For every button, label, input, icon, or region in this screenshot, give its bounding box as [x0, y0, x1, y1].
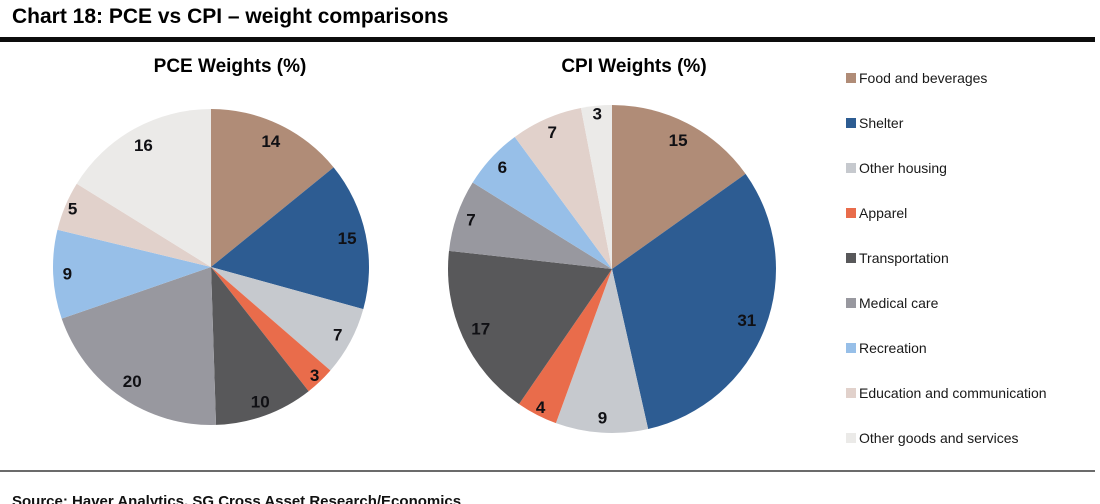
legend-label: Transportation — [859, 250, 949, 266]
legend-swatch-icon — [846, 343, 856, 353]
slice-value-label: 15 — [338, 229, 357, 248]
pce-pie-title: PCE Weights (%) — [153, 56, 307, 77]
pie-slice-other-housing — [211, 267, 364, 371]
slice-value-label: 15 — [669, 131, 688, 150]
pie-slice-apparel — [211, 267, 331, 392]
pie-slice-education-and-communication — [57, 183, 212, 267]
pie-slice-apparel — [519, 269, 612, 424]
legend-label: Medical care — [859, 295, 939, 311]
legend-label: Food and beverages — [859, 70, 988, 86]
legend-label: Other goods and services — [859, 430, 1019, 446]
pie-slice-medical-care — [449, 182, 612, 269]
cpi-pie-chart: 15 31 9 4 17 7 6 7 3 — [447, 104, 776, 433]
pie-slice-transportation — [447, 250, 612, 405]
legend-item: Other housing — [846, 158, 1047, 178]
legend-label: Shelter — [859, 115, 904, 131]
pie-slice-other-goods-and-services — [580, 105, 612, 269]
legend-item: Transportation — [846, 248, 1047, 268]
slice-value-label: 17 — [471, 320, 490, 339]
slice-value-label: 20 — [123, 372, 142, 391]
slice-value-label: 16 — [134, 136, 153, 155]
legend-swatch-icon — [846, 298, 856, 308]
slice-value-label: 31 — [737, 311, 756, 330]
footer-divider — [0, 470, 1095, 472]
pie-slice-shelter — [612, 173, 776, 429]
slice-value-label: 9 — [63, 264, 72, 283]
cpi-pie-title: CPI Weights (%) — [561, 56, 707, 77]
slice-value-label: 14 — [261, 132, 280, 151]
chart-legend: Food and beverages Shelter Other housing Ap… — [846, 68, 1047, 473]
legend-label: Other housing — [859, 160, 947, 176]
slice-value-label: 7 — [547, 123, 556, 142]
pie-slice-other-goods-and-services — [76, 109, 211, 267]
slice-value-label: 7 — [333, 325, 342, 344]
slice-value-label: 10 — [251, 393, 270, 412]
pie-slice-transportation — [211, 267, 309, 425]
legend-item: Apparel — [846, 203, 1047, 223]
pie-slice-food-and-beverages — [211, 109, 334, 267]
legend-item: Food and beverages — [846, 68, 1047, 88]
chart-title: Chart 18: PCE vs CPI – weight comparison… — [12, 5, 449, 28]
legend-swatch-icon — [846, 388, 856, 398]
pie-slice-other-housing — [555, 269, 649, 433]
pie-slice-medical-care — [61, 267, 217, 425]
legend-label: Recreation — [859, 340, 927, 356]
legend-item: Education and communication — [846, 383, 1047, 403]
pie-slice-shelter — [211, 167, 370, 310]
legend-item: Shelter — [846, 113, 1047, 133]
pie-slice-education-and-communication — [514, 107, 612, 270]
legend-swatch-icon — [846, 118, 856, 128]
legend-swatch-icon — [846, 73, 856, 83]
legend-item: Medical care — [846, 293, 1047, 313]
title-divider — [0, 37, 1095, 42]
slice-value-label: 3 — [592, 104, 601, 123]
legend-item: Recreation — [846, 338, 1047, 358]
legend-item: Other goods and services — [846, 428, 1047, 448]
legend-swatch-icon — [846, 163, 856, 173]
legend-label: Apparel — [859, 205, 908, 221]
pie-slice-food-and-beverages — [612, 105, 746, 269]
pie-slice-recreation — [472, 136, 612, 269]
legend-swatch-icon — [846, 208, 856, 218]
slice-value-label: 9 — [598, 408, 607, 427]
legend-swatch-icon — [846, 253, 856, 263]
legend-swatch-icon — [846, 433, 856, 443]
slice-value-label: 5 — [68, 200, 77, 219]
slice-value-label: 6 — [498, 158, 507, 177]
pce-pie-chart: 14 15 7 3 10 20 9 5 16 — [52, 109, 370, 425]
slice-value-label: 3 — [310, 366, 319, 385]
slice-value-label: 7 — [466, 211, 475, 230]
legend-label: Education and communication — [859, 385, 1047, 401]
pie-slice-recreation — [52, 229, 211, 319]
slice-value-label: 4 — [536, 398, 546, 417]
source-note: Source: Haver Analytics, SG Cross Asset … — [12, 493, 462, 504]
